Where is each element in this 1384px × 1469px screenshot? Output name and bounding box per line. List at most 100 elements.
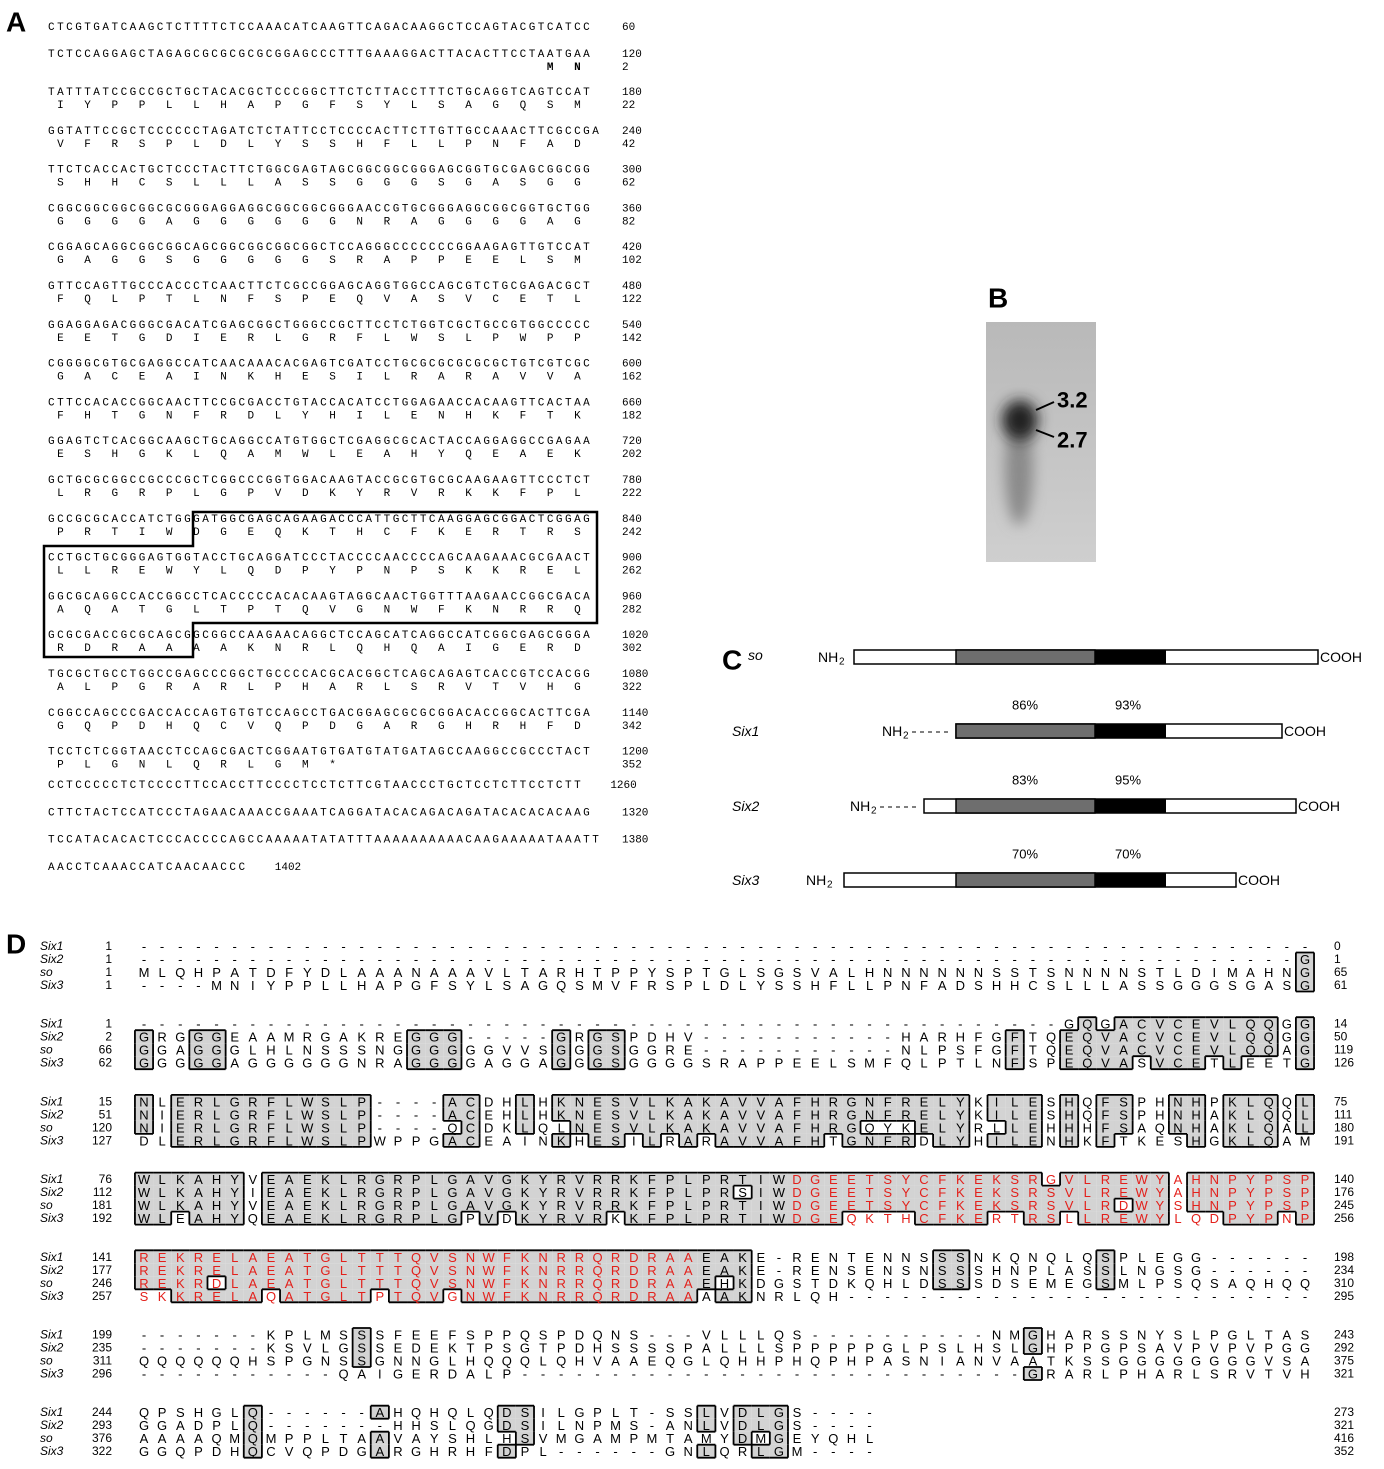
start-position: 66	[99, 1043, 113, 1057]
aligned-sequence: -----------QAIGERDALP-------------------…	[142, 1366, 1310, 1381]
identity-percent: 93%	[1115, 698, 1141, 713]
sequence-name: Six3	[40, 1444, 64, 1458]
protein-sequence: IYPPLLHAPGFSYLSAGQSM	[57, 100, 581, 112]
sequence-name: Six2	[40, 1341, 64, 1355]
dna-sequence: CTCGTGATCAAGCTCTTTTCTCCAAACATCAAGTTCAGAC…	[48, 22, 590, 34]
end-position: 14	[1334, 1017, 1348, 1031]
sequence-segment: AAKNRLQH--------------------------	[702, 1288, 1307, 1303]
alignment-shading	[135, 1250, 1115, 1302]
dna-sequence: TCCTCTCGGTAACCTCCAGCGACTCGGAATGTGATGTATG…	[48, 747, 590, 759]
sequence-name: Six1	[40, 1094, 63, 1108]
sequence-name: Six2	[40, 952, 64, 966]
position-number: 242	[622, 527, 642, 539]
identity-percent: 95%	[1115, 773, 1141, 788]
position-number: 82	[622, 216, 635, 228]
start-position: 120	[92, 1120, 112, 1134]
start-position: 244	[92, 1405, 112, 1419]
end-position: 1	[1334, 952, 1341, 966]
position-number: 2	[622, 62, 629, 74]
start-position: 15	[99, 1094, 113, 1108]
sequence-name: Six3	[40, 1211, 64, 1225]
position-number: 1260	[610, 780, 636, 792]
position-number: 1080	[622, 669, 648, 681]
position-number: 122	[622, 294, 642, 306]
start-position: 311	[93, 1354, 112, 1368]
protein-sequence: AQATGLTPTQVGNWFKNRRQ	[57, 604, 581, 616]
panel-label: B	[988, 283, 1008, 314]
protein-sequence: LRGRPLGPVDKYRVRKKFPL	[57, 488, 581, 500]
sequence-name: Six3	[40, 1289, 64, 1303]
homeodomain	[1095, 873, 1166, 887]
n-terminus-subscript: 2	[827, 880, 833, 891]
c-terminus: COOH	[1284, 723, 1326, 739]
position-number: 900	[622, 553, 642, 565]
dna-sequence: AACCTCAAACCATCAACAACCC	[48, 862, 246, 874]
protein-sequence: SHHCSLLLASSGGGSGASGG	[57, 178, 581, 190]
start-position: 1	[105, 939, 112, 953]
n-terminus: NH	[850, 798, 870, 814]
sequence-segment: GGQPDHQCVQPDGARGHRHFDPL------GNLQRLGM---…	[139, 1444, 872, 1459]
position-number: 1402	[275, 862, 301, 874]
dna-sequence: GGAGGAGACGGGCGACATCGAGCGGCTGGGCCGCTTCCTC…	[48, 320, 590, 332]
protein-sequence: MN	[547, 62, 581, 74]
sequence-name: Six2	[40, 1263, 64, 1277]
protein-sequence: GACEAINKHESILRARAVVA	[57, 372, 581, 384]
protein-sequence: RDRAAAAKNRLQHQAIGERD	[57, 643, 581, 655]
position-number: 180	[622, 87, 642, 99]
dna-sequence: CTTCTACTCCATCCCTAGAACAAACCGAAATCAGGATACA…	[48, 807, 590, 819]
sequence-name: Six1	[40, 1172, 63, 1186]
protein-sequence: GQPDHQCVQPDGARGHRHFD	[57, 721, 581, 733]
n-terminus: NH	[882, 723, 902, 739]
position-number: 1140	[622, 708, 648, 720]
panel-label: C	[722, 645, 742, 676]
end-position: 416	[1334, 1431, 1354, 1445]
n-terminus-subscript: 2	[871, 806, 877, 817]
sequence-name: so	[40, 1043, 53, 1057]
position-number: 322	[622, 682, 642, 694]
end-position: 65	[1334, 965, 1348, 979]
dna-sequence: TCCATACACACTCCCACCCCAGCCAAAAATATATTTAAAA…	[48, 835, 599, 847]
position-number: 342	[622, 721, 642, 733]
end-position: 191	[1334, 1133, 1354, 1147]
protein-name: Six3	[732, 872, 759, 888]
identity-percent: 70%	[1115, 847, 1141, 862]
dna-sequence: TGCGCTGCCTGGCCGAGCCCGGCTGCCCCACGCACGGCTC…	[48, 669, 590, 681]
aligned-sequence: GGQPDHQCVQPDGARGHRHFDPL------GNLQRLGM---…	[139, 1444, 872, 1459]
band-size: 2.7	[1057, 428, 1088, 453]
start-position: 257	[92, 1289, 112, 1303]
sequence-name: Six2	[40, 1107, 64, 1121]
start-position: 177	[92, 1263, 112, 1277]
protein-sequence: PLGNLQRLGM*	[57, 760, 336, 772]
start-position: 141	[92, 1250, 112, 1264]
six-domain	[956, 724, 1095, 738]
end-position: 198	[1334, 1250, 1354, 1264]
position-number: 360	[622, 203, 642, 215]
end-position: 61	[1334, 978, 1348, 992]
position-number: 780	[622, 475, 642, 487]
dna-sequence: GGCGCAGGCCACCGGCCTCACCCCCACACAAGTAGGCAAC…	[48, 591, 590, 603]
end-position: 180	[1334, 1120, 1354, 1134]
sequence-name: Six2	[40, 1185, 64, 1199]
sequence-name: Six3	[40, 1367, 64, 1381]
start-position: 376	[92, 1431, 112, 1445]
sequence-name: so	[40, 1431, 53, 1445]
position-number: 262	[622, 566, 642, 578]
aligned-sequence: ----MNIYPPLLHAPGFSYLSAGQSMVFRSPLDLYSSHFL…	[142, 978, 1310, 993]
end-position: 273	[1334, 1405, 1354, 1419]
position-number: 960	[622, 591, 642, 603]
dna-sequence: CGGCCAGCCCGACCACCAGTGTGTCCAGCCTGACGGAGCG…	[48, 708, 590, 720]
end-position: 321	[1334, 1367, 1354, 1381]
position-number: 1380	[622, 835, 648, 847]
start-position: 127	[92, 1133, 112, 1147]
position-number: 352	[622, 760, 642, 772]
start-position: 246	[92, 1276, 112, 1290]
dna-sequence: TCTCCAGGAGCTAGAGCGCGCGCGCGGAGCCCTTTGAAAG…	[48, 49, 590, 61]
end-position: 126	[1334, 1056, 1354, 1070]
end-position: 75	[1334, 1094, 1348, 1108]
dna-sequence: GCTGCGCGGCCGCCCGCTCGGCCCGGTGGACAAGTACCGC…	[48, 475, 590, 487]
protein-sequence: ESHGKLQAMWLEAHYQEAEK	[57, 449, 581, 461]
position-number: 142	[622, 333, 642, 345]
protein-sequence: PRTIWDGEQKTHCFKERTRS	[57, 527, 581, 539]
start-position: 1	[105, 965, 112, 979]
end-position: 119	[1334, 1043, 1353, 1057]
